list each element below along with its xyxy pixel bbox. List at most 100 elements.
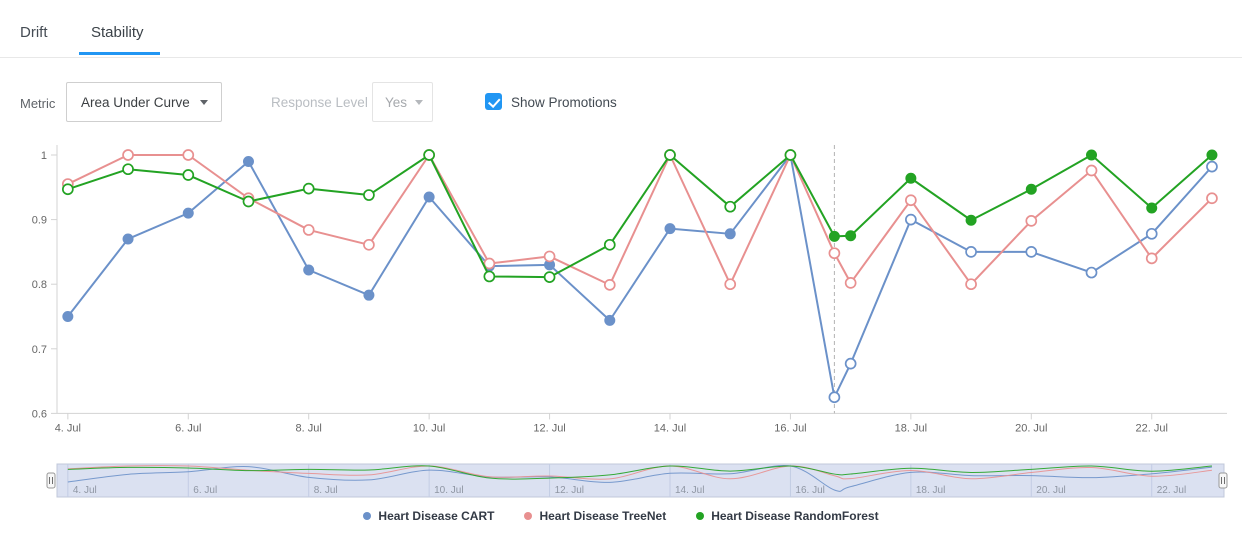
show-promotions-label[interactable]: Show Promotions [511, 95, 617, 110]
data-point-heart-disease-cart[interactable] [604, 314, 616, 326]
data-point-heart-disease-randomforest[interactable] [664, 149, 676, 161]
metric-select-value: Area Under Curve [81, 94, 190, 110]
response-level-select[interactable]: Yes [372, 82, 433, 122]
navigator-date-label: 14. Jul [675, 485, 704, 496]
data-point-heart-disease-treenet[interactable] [905, 194, 917, 207]
data-point-heart-disease-cart[interactable] [242, 155, 254, 167]
legend-item-heart-disease-cart[interactable]: Heart Disease CART [363, 509, 494, 523]
legend-marker-icon [363, 512, 372, 520]
navigator-date-label: 8. Jul [314, 485, 338, 496]
data-point-heart-disease-treenet[interactable] [1206, 192, 1218, 205]
active-tab-underline [79, 52, 160, 55]
data-point-heart-disease-randomforest[interactable] [603, 238, 616, 251]
y-axis-label: 0.8 [32, 279, 47, 291]
data-point-heart-disease-cart[interactable] [363, 289, 375, 301]
data-point-heart-disease-cart[interactable] [1145, 227, 1158, 240]
legend-item-heart-disease-randomforest[interactable]: Heart Disease RandomForest [696, 509, 879, 523]
navigator-left-handle[interactable] [46, 472, 56, 489]
data-point-heart-disease-randomforest[interactable] [724, 200, 737, 213]
x-axis-label: 18. Jul [895, 422, 927, 434]
data-point-heart-disease-treenet[interactable] [483, 257, 496, 270]
data-point-heart-disease-cart[interactable] [844, 357, 857, 370]
navigator-date-label: 10. Jul [434, 485, 463, 496]
data-point-heart-disease-randomforest[interactable] [61, 183, 74, 196]
data-point-heart-disease-randomforest[interactable] [483, 270, 496, 283]
data-point-heart-disease-randomforest[interactable] [1146, 202, 1158, 214]
data-point-heart-disease-randomforest[interactable] [122, 163, 134, 176]
navigator-date-label: 20. Jul [1036, 485, 1065, 496]
data-point-heart-disease-randomforest[interactable] [905, 172, 917, 184]
data-point-heart-disease-randomforest[interactable] [242, 195, 255, 208]
data-point-heart-disease-treenet[interactable] [965, 278, 977, 291]
x-axis-label: 10. Jul [413, 422, 445, 434]
data-point-heart-disease-treenet[interactable] [844, 277, 857, 289]
data-point-heart-disease-cart[interactable] [423, 191, 435, 203]
data-point-heart-disease-treenet[interactable] [1025, 215, 1038, 227]
data-point-heart-disease-randomforest[interactable] [1025, 183, 1037, 195]
x-axis-label: 22. Jul [1136, 422, 1168, 434]
metric-select[interactable]: Area Under Curve [66, 82, 222, 122]
tab-stability[interactable]: Stability [91, 24, 144, 41]
navigator-left-handle-grip[interactable] [46, 472, 56, 489]
y-axis-label: 1 [41, 150, 47, 162]
data-point-heart-disease-cart[interactable] [664, 223, 676, 235]
x-axis-label: 6. Jul [175, 422, 201, 434]
data-point-heart-disease-treenet[interactable] [543, 250, 556, 263]
data-point-heart-disease-randomforest[interactable] [423, 149, 435, 161]
legend-label: Heart Disease TreeNet [539, 509, 667, 523]
chevron-down-icon [415, 99, 424, 105]
data-point-heart-disease-randomforest[interactable] [543, 271, 556, 283]
data-point-heart-disease-randomforest[interactable] [828, 230, 840, 242]
show-promotions-checkbox[interactable] [485, 93, 502, 110]
data-point-heart-disease-cart[interactable] [182, 207, 194, 219]
navigator-right-handle-grip[interactable] [1218, 472, 1228, 489]
data-point-heart-disease-randomforest[interactable] [302, 182, 315, 195]
tab-drift[interactable]: Drift [20, 24, 48, 41]
data-point-heart-disease-cart[interactable] [724, 228, 736, 240]
x-axis-label: 14. Jul [654, 422, 686, 434]
navigator-series-heart-disease-randomforest [67, 465, 1212, 480]
data-point-heart-disease-treenet[interactable] [603, 278, 616, 291]
data-point-heart-disease-treenet[interactable] [724, 278, 737, 291]
x-axis-label: 8. Jul [296, 422, 322, 434]
chart-navigator[interactable]: 4. Jul 6. Jul 8. Jul 10. Jul 12. Jul 14. Jul 1… [0, 455, 1242, 505]
data-point-heart-disease-treenet[interactable] [302, 224, 315, 236]
legend-item-heart-disease-treenet[interactable]: Heart Disease TreeNet [524, 509, 666, 523]
legend-marker-icon [696, 512, 705, 520]
data-point-heart-disease-randomforest[interactable] [965, 214, 977, 226]
data-point-heart-disease-randomforest[interactable] [182, 169, 195, 181]
series-heart-disease-cart [62, 149, 1218, 404]
data-point-heart-disease-cart[interactable] [62, 311, 74, 322]
data-point-heart-disease-cart[interactable] [1206, 160, 1218, 173]
data-point-heart-disease-randomforest[interactable] [784, 149, 797, 161]
navigator-date-label: 16. Jul [795, 485, 824, 496]
data-point-heart-disease-treenet[interactable] [1145, 252, 1158, 265]
data-point-heart-disease-treenet[interactable] [182, 149, 195, 161]
data-point-heart-disease-cart[interactable] [965, 246, 977, 258]
x-axis-label: 12. Jul [533, 422, 565, 434]
navigator-right-handle[interactable] [1218, 472, 1228, 489]
data-point-heart-disease-cart[interactable] [905, 213, 917, 226]
data-point-heart-disease-treenet[interactable] [828, 247, 841, 260]
data-point-heart-disease-cart[interactable] [122, 233, 134, 245]
data-point-heart-disease-randomforest[interactable] [845, 230, 857, 242]
data-point-heart-disease-cart[interactable] [1085, 266, 1098, 279]
stability-line-chart[interactable]: 1 0.9 0.8 0.7 0.6 4. Jul 6. Jul 8. Jul 10. Jul 12… [0, 140, 1242, 445]
data-point-heart-disease-cart[interactable] [1025, 246, 1038, 258]
tab-bar: Drift Stability [0, 0, 1242, 58]
data-point-heart-disease-randomforest[interactable] [363, 189, 375, 201]
y-axis-label: 0.7 [32, 344, 47, 356]
data-point-heart-disease-randomforest[interactable] [1086, 149, 1098, 161]
series-line-heart-disease-randomforest[interactable] [67, 154, 1213, 279]
data-point-heart-disease-randomforest[interactable] [1206, 149, 1218, 161]
data-point-heart-disease-treenet[interactable] [363, 238, 375, 251]
data-point-heart-disease-cart[interactable] [303, 264, 315, 276]
tab-divider [0, 57, 1242, 58]
chart-controls: Metric Area Under Curve Response Level Y… [0, 82, 1242, 124]
y-axis-label: 0.6 [32, 408, 47, 420]
series-line-heart-disease-treenet[interactable] [67, 154, 1213, 286]
x-axis-label: 20. Jul [1015, 422, 1047, 434]
data-point-heart-disease-cart[interactable] [828, 391, 841, 404]
data-point-heart-disease-treenet[interactable] [1085, 164, 1098, 177]
data-point-heart-disease-treenet[interactable] [122, 149, 134, 161]
